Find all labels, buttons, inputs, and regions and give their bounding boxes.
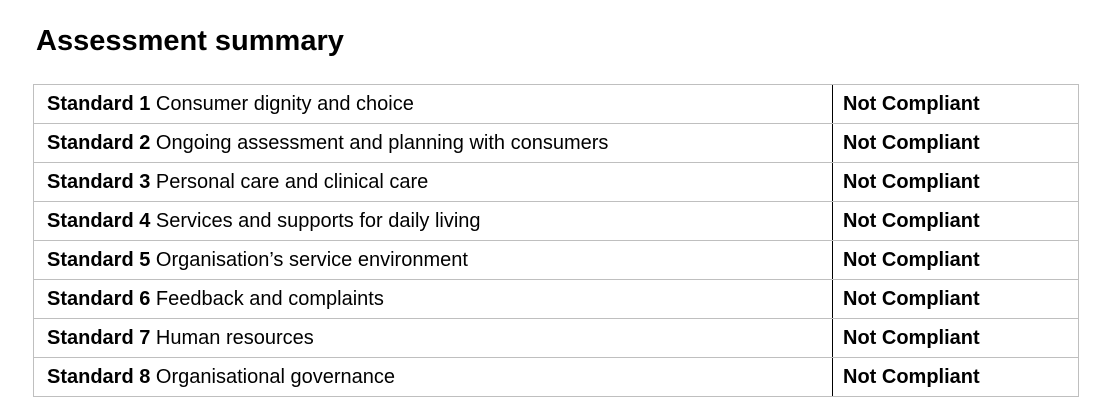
standard-label: Standard 2 xyxy=(47,131,151,154)
assessment-summary-table-body: Standard 1 Consumer dignity and choice N… xyxy=(33,84,1079,397)
standard-cell: Standard 5 Organisation’s service enviro… xyxy=(33,240,833,280)
status-cell: Not Compliant xyxy=(832,357,1079,397)
table-row: Standard 4 Services and supports for dai… xyxy=(33,201,1079,241)
status-cell: Not Compliant xyxy=(832,318,1079,358)
status-cell: Not Compliant xyxy=(832,162,1079,202)
status-cell: Not Compliant xyxy=(832,240,1079,280)
status-cell: Not Compliant xyxy=(832,279,1079,319)
status-value: Not Compliant xyxy=(843,92,980,115)
standard-description: Organisational governance xyxy=(155,365,395,388)
standard-cell: Standard 1 Consumer dignity and choice xyxy=(33,84,833,124)
standard-label: Standard 5 xyxy=(47,248,151,271)
table-row: Standard 6 Feedback and complaints Not C… xyxy=(33,279,1079,319)
standard-label: Standard 6 xyxy=(47,287,151,310)
status-value: Not Compliant xyxy=(843,131,980,154)
standard-label: Standard 4 xyxy=(47,209,151,232)
status-value: Not Compliant xyxy=(843,287,980,310)
standard-description: Feedback and complaints xyxy=(155,287,384,310)
table-row: Standard 7 Human resources Not Compliant xyxy=(33,318,1079,358)
standard-cell: Standard 3 Personal care and clinical ca… xyxy=(33,162,833,202)
page-title: Assessment summary xyxy=(36,25,344,57)
status-value: Not Compliant xyxy=(843,326,980,349)
table-row: Standard 2 Ongoing assessment and planni… xyxy=(33,123,1079,163)
status-cell: Not Compliant xyxy=(832,84,1079,124)
status-cell: Not Compliant xyxy=(832,123,1079,163)
standard-label: Standard 7 xyxy=(47,326,151,349)
standard-description: Consumer dignity and choice xyxy=(155,92,414,115)
standard-label: Standard 8 xyxy=(47,365,151,388)
standard-cell: Standard 4 Services and supports for dai… xyxy=(33,201,833,241)
status-cell: Not Compliant xyxy=(832,201,1079,241)
status-value: Not Compliant xyxy=(843,209,980,232)
standard-cell: Standard 7 Human resources xyxy=(33,318,833,358)
assessment-summary-table: Standard 1 Consumer dignity and choice N… xyxy=(33,84,1079,397)
standard-description: Human resources xyxy=(155,326,314,349)
table-row: Standard 1 Consumer dignity and choice N… xyxy=(33,84,1079,124)
standard-label: Standard 3 xyxy=(47,170,151,193)
standard-label: Standard 1 xyxy=(47,92,151,115)
table-row: Standard 8 Organisational governance Not… xyxy=(33,357,1079,397)
table-row: Standard 5 Organisation’s service enviro… xyxy=(33,240,1079,280)
status-value: Not Compliant xyxy=(843,248,980,271)
standard-cell: Standard 2 Ongoing assessment and planni… xyxy=(33,123,833,163)
standard-description: Services and supports for daily living xyxy=(155,209,481,232)
status-value: Not Compliant xyxy=(843,170,980,193)
standard-cell: Standard 6 Feedback and complaints xyxy=(33,279,833,319)
standard-description: Ongoing assessment and planning with con… xyxy=(155,131,609,154)
status-value: Not Compliant xyxy=(843,365,980,388)
standard-description: Organisation’s service environment xyxy=(155,248,468,271)
standard-cell: Standard 8 Organisational governance xyxy=(33,357,833,397)
standard-description: Personal care and clinical care xyxy=(155,170,429,193)
table-row: Standard 3 Personal care and clinical ca… xyxy=(33,162,1079,202)
